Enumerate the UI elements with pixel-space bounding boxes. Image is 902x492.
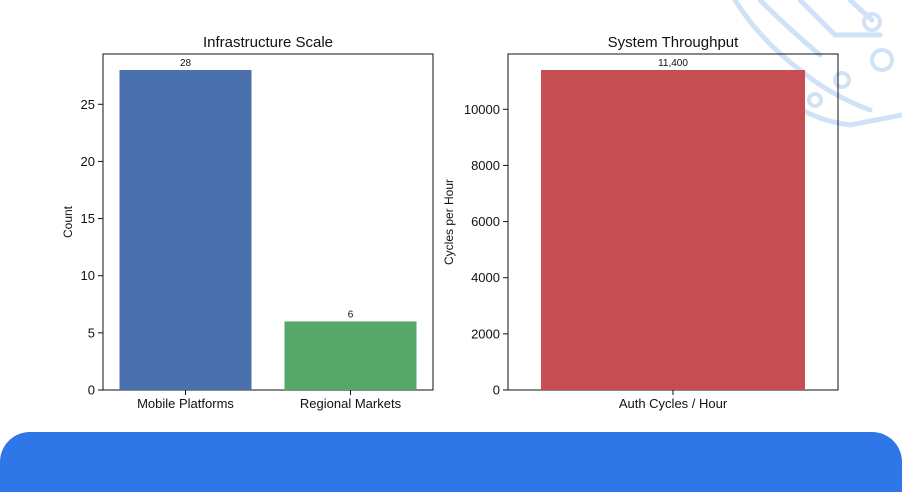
bar [541,70,805,390]
y-tick-label: 2000 [471,326,500,341]
x-tick-label: Mobile Platforms [137,396,234,411]
data-label: 6 [348,309,354,320]
chart-title: System Throughput [608,34,739,51]
y-tick-label: 20 [81,154,95,169]
data-label: 28 [180,58,192,69]
axes-frame [102,53,434,391]
y-tick-label: 8000 [471,158,500,173]
y-axis-label: Count [61,205,75,238]
x-tick-label: Auth Cycles / Hour [619,396,728,411]
chart-system-throughput: System Throughput Cycles per Hour 0 2000 4… [442,34,839,411]
data-label: 11,400 [658,58,688,69]
chart-infrastructure-scale: Infrastructure Scale Count 0 5 10 15 20 25 Mob… [61,34,434,411]
y-tick-label: 5 [88,325,95,340]
y-tick-label: 10000 [464,102,500,117]
plot-area: 0 5 10 15 20 25 Mobile Platforms 28 Regional Mar… [81,53,434,411]
y-tick-label: 0 [493,383,500,398]
y-axis-label: Cycles per Hour [442,179,456,265]
y-tick-label: 15 [81,211,95,226]
y-tick-label: 6000 [471,214,500,229]
y-tick-label: 25 [81,97,95,112]
bar [284,321,417,390]
plot-area: 0 2000 4000 6000 8000 10000 Auth Cycles / Hour… [464,53,839,411]
y-tick-label: 4000 [471,270,500,285]
figure: Infrastructure Scale Count 0 5 10 15 20 25 Mob… [61,34,839,411]
y-tick-label: 10 [81,268,95,283]
chart-title: Infrastructure Scale [203,34,333,51]
bottom-banner [0,432,902,492]
y-tick-label: 0 [88,383,95,398]
bar [119,70,252,390]
x-tick-label: Regional Markets [300,396,402,411]
